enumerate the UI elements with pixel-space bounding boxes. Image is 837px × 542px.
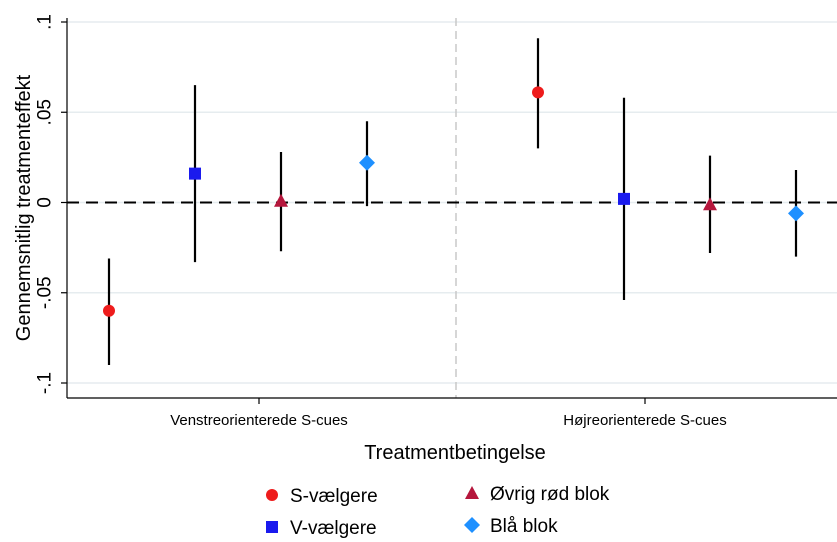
point-series0-group1	[532, 86, 544, 99]
y-tick-label-0: .1	[35, 14, 56, 30]
point-series3-group0	[359, 154, 375, 171]
legend-marker-0	[266, 489, 278, 501]
legend-marker-3	[464, 517, 480, 533]
legend-label-1: V-vælgere	[290, 518, 377, 539]
data-marks	[103, 38, 804, 365]
point-series2-group1	[703, 197, 717, 211]
legend: S-vælgere V-vælgere Øvrig rød blok Blå blok	[266, 484, 610, 539]
point-series1-group0	[189, 167, 201, 180]
y-axis-title: Gennemsnitlig treatmenteffekt	[13, 74, 35, 341]
legend-marker-1	[266, 521, 278, 533]
legend-label-0: S-vælgere	[290, 486, 378, 507]
y-tick-label-1: .05	[35, 99, 56, 125]
point-series3-group1	[788, 205, 804, 222]
point-series0-group0	[103, 304, 115, 317]
legend-marker-2	[465, 486, 479, 499]
point-series1-group1	[618, 192, 630, 205]
y-tick-label-2: 0	[35, 197, 56, 208]
y-tick-label-4: -.1	[35, 372, 56, 394]
x-category-label-0: Venstreorienterede S-cues	[170, 412, 348, 429]
legend-label-3: Blå blok	[490, 516, 558, 537]
x-category-label-1: Højreorienterede S-cues	[563, 412, 726, 429]
x-axis-title: Treatmentbetingelse	[364, 442, 546, 464]
legend-label-2: Øvrig rød blok	[490, 484, 610, 505]
x-category-ticks: Venstreorienterede S-cues Højreorientered…	[170, 398, 727, 429]
point-series2-group0	[274, 193, 288, 207]
y-tick-label-3: -.05	[35, 276, 56, 309]
y-ticks: .1 .05 0 -.05 -.1	[35, 14, 67, 394]
